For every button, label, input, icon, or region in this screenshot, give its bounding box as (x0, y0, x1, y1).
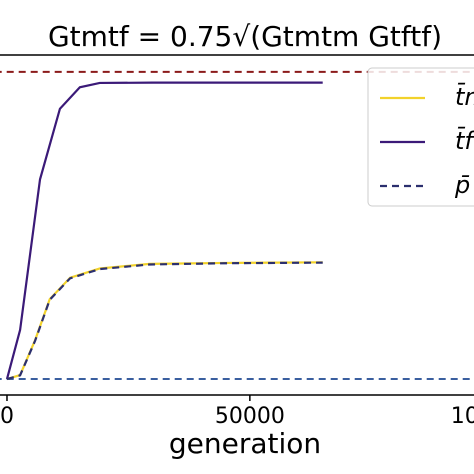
legend-label: p̄ (454, 171, 470, 199)
chart-title: Gtmtf = 0.75√(Gtmtm Gtftf) (48, 20, 442, 53)
x-axis-label: generation (169, 427, 321, 460)
legend-label: t̄f (455, 126, 474, 155)
x-tick-label: 50000 (215, 404, 285, 429)
series-line (6, 261, 323, 381)
series-line (6, 261, 323, 381)
series-line (5, 81, 323, 380)
x-tick-label: 0 (0, 404, 14, 429)
legend-label: t̄m (455, 82, 474, 111)
legend-box (367, 67, 474, 207)
x-tick-label: 100000 (451, 404, 474, 429)
legend: t̄m t̄f p̄ (367, 67, 474, 207)
